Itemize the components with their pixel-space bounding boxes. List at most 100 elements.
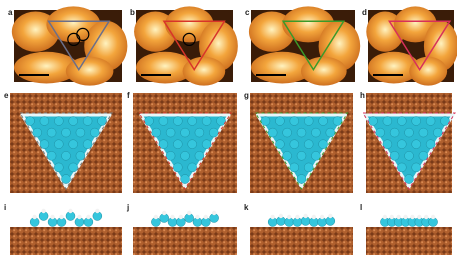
atom: [397, 140, 406, 149]
hydrogen: [270, 215, 274, 219]
atom: [311, 151, 320, 160]
atom: [62, 151, 71, 160]
hydrogen: [312, 215, 316, 219]
panel-label: h: [360, 91, 365, 100]
atom: [47, 128, 56, 137]
atom: [202, 117, 211, 126]
atom: [390, 128, 399, 137]
hydrogen: [204, 215, 208, 219]
panel-label: e: [4, 91, 9, 100]
panel-label: k: [244, 203, 249, 212]
atom: [209, 128, 218, 137]
hydrogen: [154, 215, 158, 219]
hydrogen: [279, 214, 283, 218]
atom: [181, 128, 190, 137]
atom: [159, 117, 168, 126]
panel-label: a: [8, 8, 13, 17]
atom: [304, 163, 313, 172]
panel: [363, 93, 455, 193]
hydrogen: [431, 215, 435, 219]
atom: [290, 163, 299, 172]
atom: [419, 128, 428, 137]
atom: [54, 117, 63, 126]
atom: [69, 117, 78, 126]
atom: [297, 175, 306, 184]
atom: [62, 175, 71, 184]
atom: [275, 117, 284, 126]
hydrogen: [179, 215, 183, 219]
atom: [369, 117, 378, 126]
panel: [366, 6, 457, 85]
atom: [166, 128, 175, 137]
hydrogen: [328, 214, 332, 218]
atom: [173, 117, 182, 126]
panel: [10, 93, 122, 193]
panel-label: f: [127, 91, 130, 100]
atom: [54, 163, 63, 172]
atom: [195, 128, 204, 137]
atom: [188, 140, 197, 149]
hydrogen: [86, 215, 90, 219]
atom: [297, 151, 306, 160]
hydrogen: [50, 215, 54, 219]
atom: [390, 151, 399, 160]
panel: [133, 93, 237, 193]
atom: [217, 117, 226, 126]
atom: [69, 140, 78, 149]
atom: [441, 117, 450, 126]
figure: abcdefghijkl: [0, 0, 457, 264]
hydrogen: [187, 211, 191, 215]
hydrogen: [410, 215, 414, 219]
panel: [249, 6, 360, 85]
hydrogen: [417, 215, 421, 219]
surface-side: [133, 227, 237, 255]
atom: [319, 117, 328, 126]
hydrogen: [403, 215, 407, 219]
atom: [412, 140, 421, 149]
atom: [166, 151, 175, 160]
hydrogen: [396, 215, 400, 219]
atom: [405, 128, 414, 137]
panel: [10, 209, 122, 255]
hydrogen: [383, 215, 387, 219]
atom: [76, 151, 85, 160]
atom: [261, 117, 270, 126]
hydrogen: [424, 215, 428, 219]
panel-label: b: [130, 8, 135, 17]
atom: [290, 140, 299, 149]
atom: [412, 163, 421, 172]
hydrogen: [77, 215, 81, 219]
panel: [250, 93, 353, 193]
panel-label: g: [244, 91, 249, 100]
atom: [397, 117, 406, 126]
atom: [283, 128, 292, 137]
hydrogen: [162, 211, 166, 215]
atom: [412, 117, 421, 126]
surface-side: [250, 227, 353, 255]
atom: [47, 151, 56, 160]
panel-label: j: [126, 203, 129, 212]
surface-side: [366, 227, 452, 255]
hydrogen: [59, 215, 63, 219]
atom: [304, 140, 313, 149]
atom: [405, 151, 414, 160]
panel: [250, 214, 353, 255]
atom: [69, 163, 78, 172]
panel-label: l: [360, 203, 362, 212]
atom: [304, 117, 313, 126]
hydrogen: [41, 209, 45, 213]
hydrogen: [32, 215, 36, 219]
atom: [83, 117, 92, 126]
panel: [133, 211, 237, 255]
atom: [26, 117, 35, 126]
panel: [12, 6, 128, 85]
atom: [90, 128, 99, 137]
atom: [76, 128, 85, 137]
atom: [181, 151, 190, 160]
hydrogen: [390, 215, 394, 219]
atom: [326, 128, 335, 137]
atom: [397, 163, 406, 172]
atom: [426, 117, 435, 126]
atom: [188, 117, 197, 126]
hydrogen: [68, 209, 72, 213]
